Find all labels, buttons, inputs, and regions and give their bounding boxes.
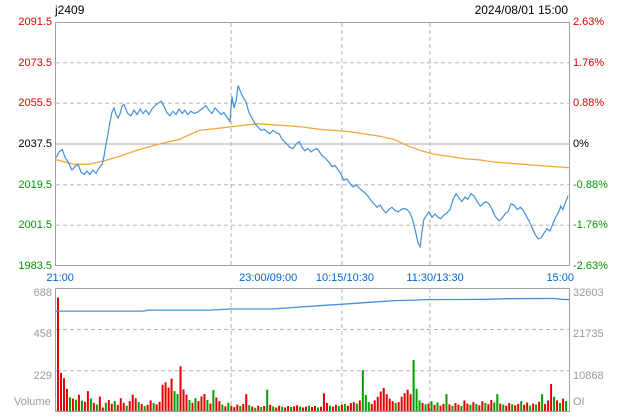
price-tick: 2001.5 bbox=[18, 219, 52, 231]
oi-tick: 21735 bbox=[573, 328, 604, 340]
price-line bbox=[55, 85, 569, 249]
oi-panel-label: OI bbox=[573, 396, 585, 408]
percent-tick: 0.88% bbox=[573, 97, 605, 109]
percent-tick: -1.76% bbox=[573, 219, 608, 231]
volume-tick: 458 bbox=[33, 328, 52, 340]
time-tick: 23:00/09:00 bbox=[239, 272, 298, 284]
contract-symbol: j2409 bbox=[55, 3, 85, 17]
price-chart-svg bbox=[55, 22, 570, 266]
volume-tick: 229 bbox=[33, 370, 52, 382]
price-tick: 1983.5 bbox=[18, 260, 52, 272]
price-tick: 2055.5 bbox=[18, 97, 52, 109]
price-chart-canvas[interactable] bbox=[55, 22, 570, 266]
oi-line bbox=[56, 297, 570, 312]
percent-tick: 2.63% bbox=[573, 16, 605, 28]
quote-datetime: 2024/08/01 15:00 bbox=[474, 3, 568, 17]
price-tick: 2037.5 bbox=[18, 138, 52, 150]
percent-tick: -2.63% bbox=[573, 260, 608, 272]
volume-plot-border bbox=[55, 288, 570, 412]
oi-tick: 32603 bbox=[573, 287, 604, 299]
percent-tick: 1.76% bbox=[573, 57, 605, 69]
time-tick: 10:15/10:30 bbox=[315, 272, 374, 284]
volume-tick: 688 bbox=[33, 287, 52, 299]
avg-price-line bbox=[55, 123, 570, 169]
time-tick: 21:00 bbox=[46, 272, 74, 284]
price-tick: 2019.5 bbox=[18, 179, 52, 191]
time-tick: 15:00 bbox=[546, 272, 574, 284]
volume-panel-label: Volume bbox=[14, 396, 51, 408]
volume-bars bbox=[57, 297, 568, 411]
price-tick: 2091.5 bbox=[18, 16, 52, 28]
percent-tick: 0% bbox=[573, 138, 589, 150]
volume-chart-canvas[interactable] bbox=[55, 288, 570, 412]
oi-tick: 10868 bbox=[573, 370, 604, 382]
percent-tick: -0.88% bbox=[573, 179, 608, 191]
volume-chart-svg bbox=[55, 288, 570, 412]
price-tick: 2073.5 bbox=[18, 57, 52, 69]
time-tick: 11:30/13:30 bbox=[406, 272, 464, 284]
